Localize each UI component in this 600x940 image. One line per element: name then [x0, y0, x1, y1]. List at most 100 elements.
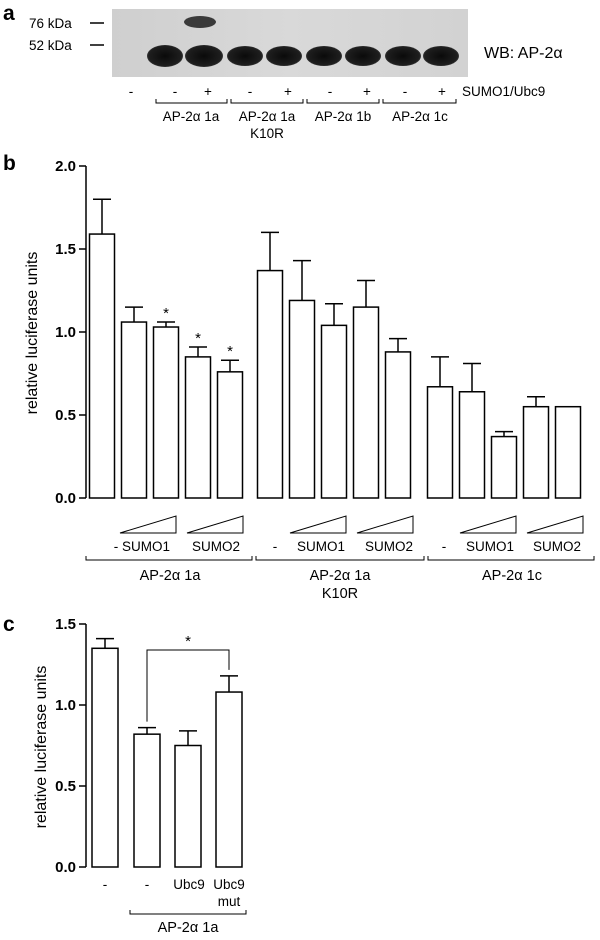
category-label: -: [103, 877, 108, 892]
category-label: mut: [218, 894, 241, 909]
bar: [88, 233, 116, 499]
panel-c-y-axis-label: relative luciferase units: [33, 666, 50, 829]
bar: [288, 299, 316, 499]
condition-label: -: [442, 539, 447, 554]
blot-band-sumoylated: [184, 16, 216, 28]
bar: [384, 351, 412, 499]
group-bracket: [255, 556, 425, 561]
dose-ramp-triangle: [459, 515, 517, 534]
y-tick-label: 2.0: [55, 158, 76, 175]
blot-band-lane-4: [227, 46, 263, 66]
lane-signs: - - + - + - + - +: [129, 84, 446, 99]
bar: [91, 647, 119, 868]
blot-antibody-label: WB: AP-2α: [484, 45, 563, 62]
bar: [133, 733, 161, 868]
bar: [174, 744, 202, 868]
blot-band-lane-8: [385, 46, 421, 66]
lane-sign: -: [403, 84, 408, 99]
dose-ramp-triangle: [186, 515, 244, 534]
bar: [554, 405, 582, 499]
lane-group-brackets: [155, 99, 457, 104]
comparison-bracket: [146, 649, 230, 722]
y-tick-label: 1.5: [55, 616, 76, 633]
panel-b-condition-labels: - SUMO1 SUMO2 - SUMO1 SUMO2 - SUMO1 SUMO…: [114, 539, 581, 554]
lane-group-bracket: [306, 99, 380, 104]
bar: [426, 386, 454, 499]
y-tick-label: 0.5: [55, 407, 76, 424]
panel-c-bars: *: [91, 633, 243, 868]
bar: [152, 326, 180, 499]
y-tick-label: 0.0: [55, 859, 76, 876]
panel-c-bar-chart: c relative luciferase units 0.0 0.5 1.0 1.5…: [3, 613, 247, 936]
panel-a-western-blot: a 76 kDa 52 kDa WB: AP-2α - - + - + - + …: [3, 2, 563, 141]
condition-label: SUMO2: [192, 539, 240, 554]
group-bracket: [427, 556, 595, 561]
lane-group-bracket: [155, 99, 228, 104]
panel-c-letter: c: [3, 613, 15, 636]
group-bracket: [85, 556, 253, 561]
lane-group-label: AP-2α 1c: [392, 109, 448, 124]
group-label: AP-2α 1c: [482, 568, 542, 584]
panel-c-group-label: AP-2α 1a: [158, 920, 220, 936]
comparison-significance-marker: *: [185, 633, 191, 650]
y-tick-label: 0.0: [55, 490, 76, 507]
condition-label: -: [273, 539, 278, 554]
category-label: Ubc9: [213, 877, 245, 892]
condition-label: SUMO1: [297, 539, 345, 554]
lane-group-bracket: [230, 99, 304, 104]
group-label: K10R: [322, 586, 358, 602]
panel-b-bar-chart: b relative luciferase units 0.0 0.5 1.0 1.5…: [3, 152, 595, 602]
lane-group-label: K10R: [250, 126, 284, 141]
lane-sign: -: [328, 84, 333, 99]
lane-group-label: AP-2α 1b: [315, 109, 372, 124]
bar: [215, 691, 243, 868]
bar: [320, 324, 348, 499]
blot-band-lane-6: [306, 46, 342, 66]
lane-sign: +: [363, 84, 371, 99]
lane-sign: +: [204, 84, 212, 99]
y-tick-label: 1.0: [55, 324, 76, 341]
blot-band-lane-5: [266, 46, 302, 66]
panel-a-letter: a: [3, 2, 15, 25]
panel-c-y-axis: 0.0 0.5 1.0 1.5: [55, 616, 87, 876]
condition-label: -: [114, 539, 119, 554]
blot-image: [112, 9, 468, 77]
significance-marker: *: [163, 305, 169, 322]
panel-b-y-axis: 0.0 0.5 1.0 1.5 2.0: [55, 158, 87, 507]
blot-band-lane-3: [185, 45, 223, 67]
blot-band-lane-7: [345, 46, 381, 66]
y-tick-label: 1.5: [55, 241, 76, 258]
panel-c-category-labels: - - Ubc9 Ubc9 mut: [103, 877, 245, 909]
bar: [522, 405, 550, 499]
bar: [458, 391, 486, 499]
condition-label: SUMO2: [365, 539, 413, 554]
panel-c-group-bracket: [129, 910, 247, 915]
lane-sign: +: [438, 84, 446, 99]
lane-group-label: AP-2α 1a: [239, 109, 296, 124]
dose-ramp-triangle: [356, 515, 414, 534]
lane-group-label: AP-2α 1a: [163, 109, 220, 124]
treatment-label: SUMO1/Ubc9: [462, 84, 545, 99]
y-tick-label: 1.0: [55, 697, 76, 714]
lane-sign: +: [284, 84, 292, 99]
bar: [490, 435, 518, 499]
condition-label: SUMO1: [466, 539, 514, 554]
dose-ramp-triangle: [119, 515, 177, 534]
bar: [184, 356, 212, 499]
bar: [352, 306, 380, 499]
marker-76kda-label: 76 kDa: [29, 16, 72, 31]
panel-b-group-brackets: [85, 556, 595, 561]
panel-b-y-axis-label: relative luciferase units: [24, 252, 41, 415]
lane-group-bracket: [382, 99, 457, 104]
bar: [256, 269, 284, 499]
category-label: -: [145, 877, 150, 892]
category-label: Ubc9: [173, 877, 205, 892]
marker-52kda-label: 52 kDa: [29, 38, 72, 53]
blot-band-lane-9: [423, 46, 459, 66]
bar: [216, 371, 244, 499]
panel-b-letter: b: [3, 152, 16, 175]
lane-sign: -: [173, 84, 178, 99]
condition-label: SUMO2: [533, 539, 581, 554]
dose-ramp-triangle: [526, 515, 584, 534]
